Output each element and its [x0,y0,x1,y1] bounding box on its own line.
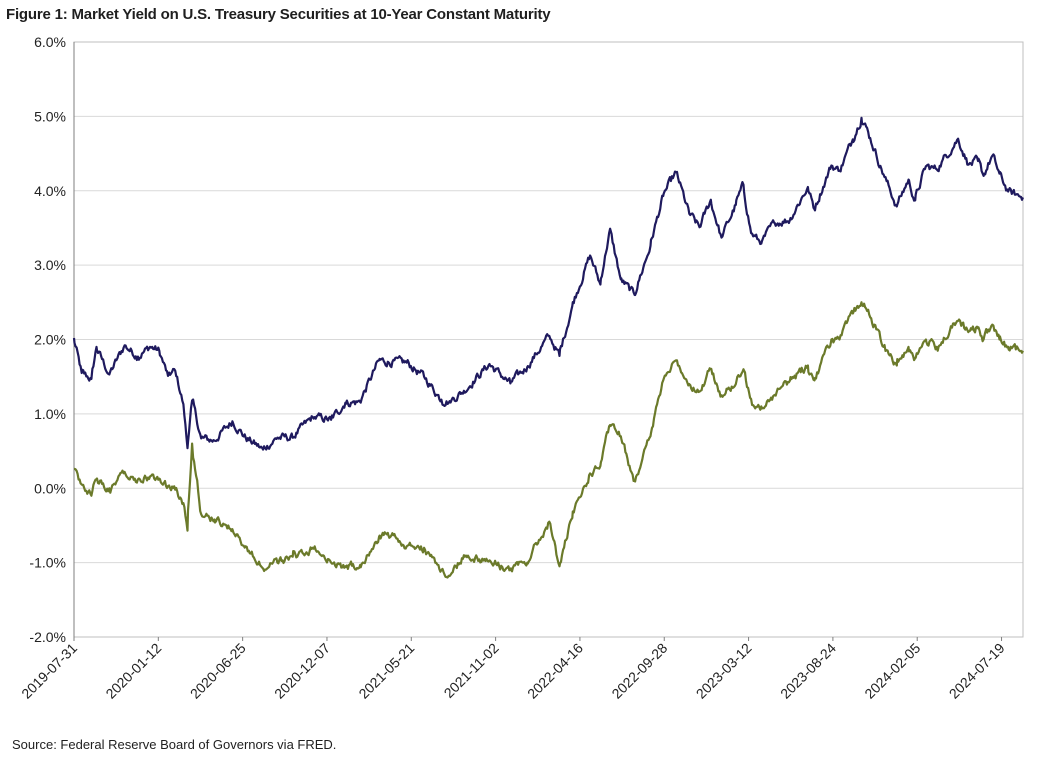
x-tick-label: 2023-08-24 [777,640,839,702]
x-tick-label: 2019-07-31 [18,640,80,702]
series-line-2 [73,301,1024,579]
x-tick-label: 2023-03-12 [693,640,755,702]
x-tick-label: 2021-11-02 [441,640,502,701]
x-tick-label: 2020-01-12 [102,640,164,702]
x-tick-label: 2024-07-19 [946,640,1008,702]
x-tick-label: 2020-12-07 [271,640,333,702]
y-tick-label: 2.0% [34,332,66,348]
y-tick-label: -1.0% [29,555,66,571]
y-tick-label: 4.0% [34,183,66,199]
x-tick-label: 2024-02-05 [861,640,923,702]
y-tick-label: 3.0% [34,257,66,273]
y-tick-label: -2.0% [29,629,66,645]
x-tick-label: 2020-06-25 [187,640,249,702]
y-tick-label: 0.0% [34,480,66,496]
gridlines [74,115,1023,564]
x-axis-ticks: 2019-07-31 2020-01-12 2020-06-25 2020-12-07… [18,637,1008,702]
figure-title: Figure 1: Market Yield on U.S. Treasury … [6,6,551,23]
y-axis-ticks: -2.0% -1.0% 0.0% 1.0% 2.0% 3.0% 4.0% 5.0% 6.0% [29,34,66,645]
y-tick-label: 6.0% [34,34,66,50]
y-tick-label: 5.0% [34,108,66,124]
series-lines [72,116,1025,579]
x-tick-label: 2022-04-16 [524,640,586,702]
series-line-1 [72,116,1025,451]
x-tick-label: 2021-05-21 [355,640,417,702]
source-note: Source: Federal Reserve Board of Governo… [12,737,337,752]
x-tick-label: 2022-09-28 [608,640,670,702]
y-tick-label: 1.0% [34,406,66,422]
